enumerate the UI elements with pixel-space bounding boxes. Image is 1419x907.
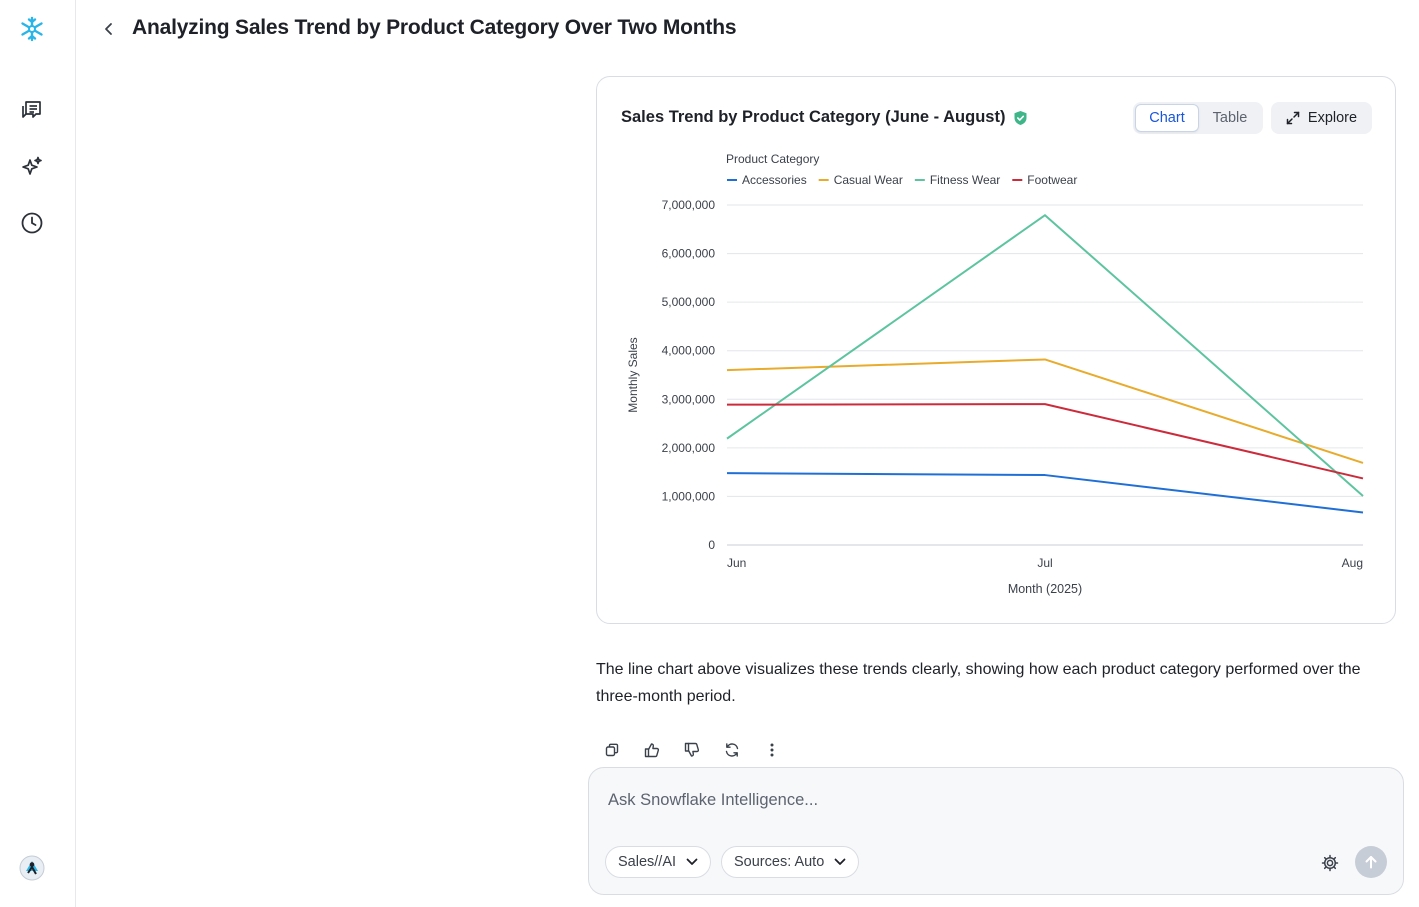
legend-title: Product Category (726, 152, 819, 166)
y-tick-label: 5,000,000 (662, 295, 716, 309)
y-axis-ticks: 0 1,000,000 2,000,000 3,000,000 4,000,000 5,0… (662, 198, 716, 552)
thumbs-up-button[interactable] (641, 739, 663, 761)
x-axis-ticks: Jun Jul Aug (727, 556, 1363, 570)
chart-tab[interactable]: Chart (1135, 104, 1199, 132)
sparkles-icon[interactable] (16, 151, 48, 183)
user-avatar[interactable] (16, 852, 48, 884)
left-rail (0, 0, 76, 907)
composer: Sales//AI Sources: Auto (588, 767, 1404, 895)
agent-selector[interactable]: Sales//AI (605, 846, 712, 878)
snowflake-logo-icon[interactable] (16, 13, 48, 45)
thumbs-down-icon (684, 742, 700, 757)
regenerate-button[interactable] (721, 739, 743, 761)
y-tick-label: 1,000,000 (662, 489, 716, 503)
more-vertical-icon (770, 743, 774, 757)
chart-series (726, 214, 1364, 514)
legend-item: Footwear (1027, 173, 1077, 187)
chart-title-text: Sales Trend by Product Category (June - … (621, 108, 1006, 126)
more-options-button[interactable] (761, 739, 783, 761)
explore-label: Explore (1307, 110, 1358, 126)
chats-icon[interactable] (16, 94, 48, 126)
sources-selector[interactable]: Sources: Auto (721, 846, 860, 878)
copy-icon (605, 743, 619, 757)
thumbs-down-button[interactable] (681, 739, 703, 761)
verified-shield-icon (1014, 110, 1027, 125)
y-tick-label: 0 (708, 538, 715, 552)
message-actions (601, 739, 801, 761)
gear-icon (1321, 854, 1339, 872)
view-toggle: Chart Table (1133, 102, 1263, 134)
legend-item: Casual Wear (834, 173, 903, 187)
table-tab[interactable]: Table (1212, 110, 1248, 126)
legend-item: Fitness Wear (930, 173, 1000, 187)
y-tick-label: 2,000,000 (662, 441, 716, 455)
line-chart: Product Category Accessories Casual Wear F… (626, 152, 1364, 596)
expand-icon (1286, 111, 1300, 125)
chevron-down-icon (834, 858, 846, 865)
legend: Accessories Casual Wear Fitness Wear Footwe… (727, 173, 1077, 187)
series-line-accessories[interactable] (726, 472, 1364, 514)
arrow-up-icon (1365, 856, 1377, 869)
back-button[interactable] (98, 17, 120, 41)
header: Analyzing Sales Trend by Product Categor… (76, 0, 1419, 60)
explore-button[interactable]: Explore (1271, 102, 1372, 134)
agent-label: Sales//AI (618, 854, 677, 870)
message-input[interactable] (608, 788, 1298, 812)
legend-item: Accessories (742, 173, 807, 187)
series-line-fitness-wear[interactable] (726, 214, 1364, 497)
x-axis-label: Month (2025) (1008, 582, 1082, 596)
history-clock-icon[interactable] (16, 207, 48, 239)
page-title: Analyzing Sales Trend by Product Categor… (132, 16, 737, 39)
x-tick-label: Aug (1342, 556, 1363, 570)
series-line-footwear[interactable] (726, 403, 1364, 480)
chart-grid (727, 204, 1363, 546)
y-tick-label: 7,000,000 (662, 198, 716, 212)
send-button[interactable] (1355, 846, 1387, 878)
x-tick-label: Jun (727, 556, 746, 570)
thumbs-up-icon (644, 743, 660, 758)
chevron-left-icon (105, 23, 112, 35)
sources-label: Sources: Auto (734, 854, 825, 870)
chevron-down-icon (686, 858, 698, 865)
refresh-icon (725, 743, 739, 757)
y-axis-label: Monthly Sales (626, 337, 640, 412)
series-line-casual-wear[interactable] (726, 358, 1364, 464)
y-tick-label: 6,000,000 (662, 247, 716, 261)
y-tick-label: 4,000,000 (662, 344, 716, 358)
response-text: The line chart above visualizes these tr… (596, 661, 1361, 705)
chart-card: Sales Trend by Product Category (June - … (596, 76, 1396, 624)
y-tick-label: 3,000,000 (662, 392, 716, 406)
settings-button[interactable] (1319, 852, 1341, 874)
x-tick-label: Jul (1037, 556, 1052, 570)
chart-card-title: Sales Trend by Product Category (June - … (621, 108, 1028, 127)
copy-button[interactable] (601, 739, 623, 761)
